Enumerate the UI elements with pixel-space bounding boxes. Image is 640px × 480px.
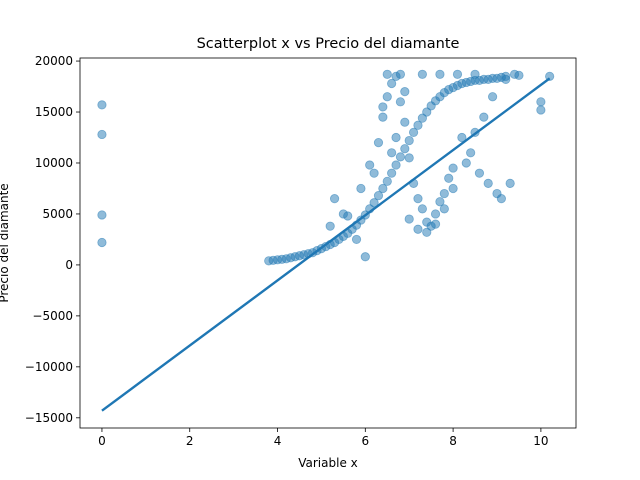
- scatter-point: [400, 117, 410, 127]
- y-tick-label: −10000: [25, 360, 73, 374]
- scatter-point: [382, 69, 392, 79]
- scatter-point: [413, 224, 423, 234]
- scatter-point: [474, 168, 485, 178]
- y-tick-label: 0: [65, 258, 73, 272]
- x-tick-label: 6: [361, 434, 369, 448]
- scatter-point: [417, 113, 427, 123]
- scatter-point: [430, 209, 441, 219]
- y-tick-label: −15000: [25, 411, 73, 425]
- scatter-point: [369, 198, 379, 208]
- x-tick-label: 0: [98, 434, 106, 448]
- scatter-point: [408, 127, 419, 138]
- scatter-point: [400, 144, 410, 154]
- scatter-point: [439, 188, 449, 199]
- scatter-point: [404, 135, 414, 146]
- scatter-point: [452, 69, 463, 79]
- scatter-point: [365, 160, 375, 170]
- scatter-point: [479, 112, 489, 122]
- scatter-point: [466, 148, 476, 158]
- scatter-point: [404, 214, 414, 224]
- x-tick-label: 10: [533, 434, 548, 448]
- x-axis: 0 2 4 6 8 10: [98, 428, 549, 448]
- scatter-point: [413, 194, 423, 204]
- scatter-point: [325, 221, 335, 231]
- scatter-point: [395, 152, 406, 162]
- scatter-point: [329, 194, 340, 204]
- scatter-point: [373, 138, 384, 148]
- scatter-point: [448, 163, 458, 173]
- scatter-point: [470, 69, 480, 79]
- scatter-point: [444, 173, 454, 183]
- scatter-point: [395, 97, 406, 107]
- scatter-point: [413, 120, 423, 130]
- scatter-point: [536, 97, 546, 107]
- y-axis-title: Precio del diamante: [0, 183, 11, 302]
- scatter-point: [343, 211, 353, 221]
- regression-line-layer: [101, 77, 551, 412]
- y-tick-label: 5000: [42, 207, 73, 221]
- scatter-point: [391, 160, 401, 170]
- scatter-point: [422, 227, 432, 237]
- y-tick-label: 15000: [35, 105, 73, 119]
- scatter-point: [435, 69, 445, 79]
- scatter-point: [501, 74, 511, 85]
- scatter-point: [378, 183, 388, 194]
- scatter-point: [97, 210, 107, 220]
- x-tick-label: 4: [274, 434, 282, 448]
- scatter-point: [487, 92, 498, 102]
- x-tick-label: 2: [186, 434, 194, 448]
- y-tick-label: 10000: [35, 156, 73, 170]
- regression-line: [101, 77, 551, 412]
- scatter-point: [378, 112, 388, 122]
- scatter-point: [395, 69, 406, 79]
- scatter-point: [496, 194, 506, 204]
- scatter-point: [545, 71, 555, 81]
- x-tick-label: 8: [449, 434, 457, 448]
- scatter-point: [382, 92, 392, 102]
- scatter-point: [509, 69, 520, 79]
- y-tick-label: −5000: [32, 309, 73, 323]
- points-layer: [97, 69, 555, 266]
- scatter-point: [360, 252, 370, 262]
- scatter-point: [400, 87, 410, 97]
- scatter-point: [369, 168, 379, 178]
- x-axis-title: Variable x: [298, 456, 358, 470]
- y-tick-label: 20000: [35, 54, 73, 68]
- scatter-point: [382, 176, 392, 186]
- scatter-point: [373, 191, 384, 201]
- scatter-point: [97, 237, 107, 248]
- scatter-point: [351, 234, 362, 245]
- scatter-point: [356, 183, 366, 194]
- scatter-point: [97, 100, 107, 110]
- scatter-point: [505, 178, 515, 188]
- scatter-point: [439, 204, 449, 214]
- scatter-point: [422, 107, 432, 117]
- scatter-point: [378, 102, 388, 112]
- scatter-point: [387, 148, 397, 158]
- scatter-point: [430, 219, 441, 229]
- chart-title: Scatterplot x vs Precio del diamante: [197, 36, 460, 52]
- scatter-point: [417, 69, 427, 79]
- scatter-point: [435, 197, 445, 207]
- scatter-point: [404, 153, 414, 163]
- scatter-point: [461, 158, 471, 168]
- scatter-point: [387, 78, 397, 89]
- scatter-point: [391, 132, 401, 143]
- scatter-point: [457, 132, 467, 143]
- plot-frame: [79, 57, 577, 429]
- scatter-point: [448, 183, 458, 194]
- y-axis: −15000 −10000 −5000 0 5000 10000 15000 20000: [25, 54, 80, 425]
- scatter-point: [536, 105, 546, 115]
- scatter-point: [97, 129, 107, 140]
- scatter-point: [417, 204, 427, 214]
- scatter-point: [387, 168, 397, 178]
- scatter-point: [483, 178, 493, 188]
